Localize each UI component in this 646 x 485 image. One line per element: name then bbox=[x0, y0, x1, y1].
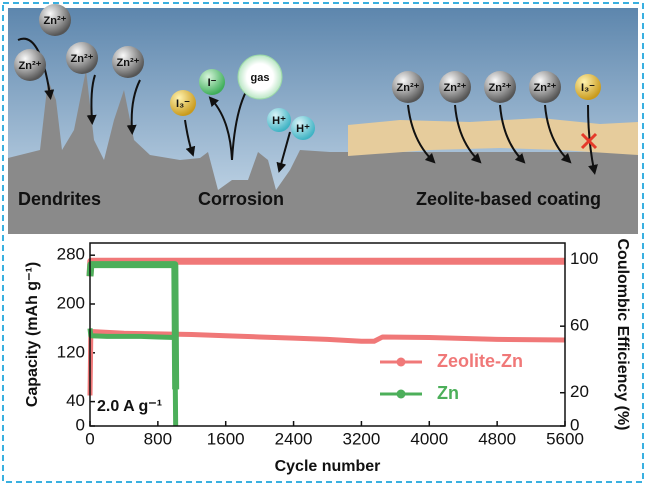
legend-label: Zn bbox=[437, 383, 459, 403]
ion bbox=[439, 71, 471, 103]
x-tick-label: 1600 bbox=[207, 429, 245, 448]
y-axis-label: Capacity (mAh g⁻¹) bbox=[24, 262, 41, 407]
x-tick-label: 3200 bbox=[343, 429, 381, 448]
x-tick-label: 4800 bbox=[478, 429, 516, 448]
plot-frame bbox=[89, 242, 566, 427]
ion bbox=[291, 116, 315, 140]
block-mark bbox=[580, 132, 598, 150]
ion-label: I₃⁻ bbox=[176, 98, 190, 110]
schematic: Zn²⁺ Zn²⁺ Zn²⁺ Zn²⁺ I₃⁻ I⁻ gas H⁺ H⁺ Zn²⁺ Zn²⁺ Zn²⁺… bbox=[8, 4, 638, 234]
legend-marker bbox=[396, 357, 406, 367]
ion-label: Zn²⁺ bbox=[44, 15, 67, 27]
legend-label: Zeolite-Zn bbox=[437, 351, 523, 371]
ion bbox=[237, 54, 283, 100]
ion bbox=[170, 90, 196, 116]
chart: 0 800 1600 2400 3200 4000 4800 5600040120200280… bbox=[24, 238, 631, 475]
y2-axis-label: Coulombic Efficiency (%) bbox=[614, 238, 631, 430]
y-tick-label: 120 bbox=[57, 342, 85, 361]
y2-tick-label: 100 bbox=[570, 249, 598, 268]
ion bbox=[14, 49, 46, 81]
x-tick-label: 0 bbox=[85, 429, 94, 448]
ion bbox=[529, 71, 561, 103]
ion bbox=[199, 69, 225, 95]
ion-label: H⁺ bbox=[296, 123, 310, 135]
label: Zeolite-based coating bbox=[416, 189, 601, 209]
x-axis-label: Cycle number bbox=[275, 458, 381, 475]
ce-line bbox=[86, 261, 180, 390]
ion-label: I₃⁻ bbox=[581, 82, 595, 94]
ion-label: H⁺ bbox=[272, 115, 286, 127]
label: Corrosion bbox=[198, 189, 284, 209]
ion bbox=[112, 46, 144, 78]
y-tick-label: 280 bbox=[57, 245, 85, 264]
ion-label: gas bbox=[251, 72, 270, 84]
capacity-line bbox=[87, 328, 566, 396]
ion bbox=[484, 71, 516, 103]
x-tick-label: 2400 bbox=[275, 429, 313, 448]
label: Dendrites bbox=[18, 189, 101, 209]
ion-label: Zn²⁺ bbox=[534, 82, 557, 94]
ion bbox=[39, 4, 71, 36]
x-tick-label: 800 bbox=[144, 429, 172, 448]
y-tick-label: 0 bbox=[76, 415, 85, 434]
annotation: 2.0 A g⁻¹ bbox=[97, 398, 162, 415]
ion-label: Zn²⁺ bbox=[489, 82, 512, 94]
ion-label: Zn²⁺ bbox=[444, 82, 467, 94]
ion-label: Zn²⁺ bbox=[71, 53, 94, 65]
ion-label: Zn²⁺ bbox=[397, 82, 420, 94]
ion bbox=[66, 42, 98, 74]
y2-tick-label: 0 bbox=[570, 415, 579, 434]
x-tick-label: 4000 bbox=[410, 429, 448, 448]
zn-anode bbox=[8, 70, 638, 234]
ion bbox=[267, 108, 291, 132]
y2-tick-label: 60 bbox=[570, 316, 589, 335]
ion-label: Zn²⁺ bbox=[19, 60, 42, 72]
ion-label: Zn²⁺ bbox=[117, 57, 140, 69]
ion bbox=[575, 74, 601, 100]
ion-label: I⁻ bbox=[208, 77, 217, 89]
y2-tick-label: 20 bbox=[570, 382, 589, 401]
ion bbox=[392, 71, 424, 103]
x-tick-label: 5600 bbox=[546, 429, 584, 448]
legend-marker bbox=[396, 389, 406, 399]
y-tick-label: 200 bbox=[57, 293, 85, 312]
y-tick-label: 40 bbox=[66, 391, 85, 410]
